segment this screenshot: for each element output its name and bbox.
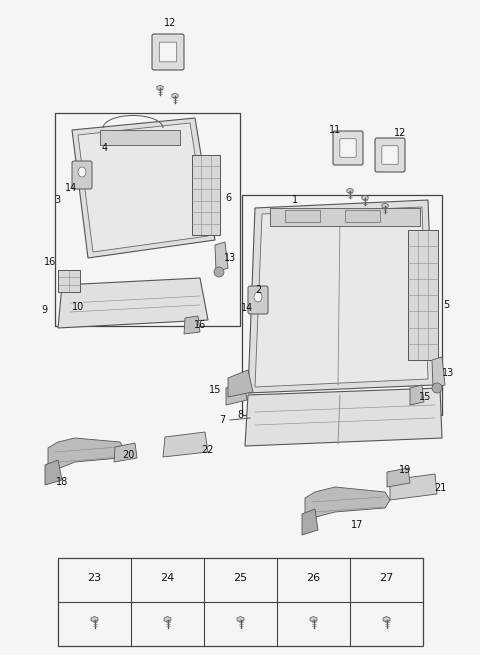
Polygon shape (163, 432, 208, 457)
Polygon shape (237, 616, 244, 622)
Polygon shape (410, 385, 424, 405)
Text: 12: 12 (394, 128, 406, 138)
Polygon shape (45, 460, 62, 485)
Circle shape (432, 383, 442, 393)
Polygon shape (78, 123, 208, 252)
Text: 10: 10 (72, 302, 84, 312)
Text: 16: 16 (194, 320, 206, 330)
Text: 13: 13 (442, 368, 454, 378)
Polygon shape (58, 278, 208, 328)
Bar (100, 130, 180, 145)
Text: 2: 2 (255, 285, 261, 295)
Bar (270, 208, 420, 226)
Polygon shape (72, 118, 215, 258)
Polygon shape (172, 93, 178, 98)
Text: 4: 4 (102, 143, 108, 153)
Text: 1: 1 (292, 195, 298, 205)
Bar (58, 270, 80, 292)
Text: 14: 14 (65, 183, 77, 193)
Text: 14: 14 (241, 303, 253, 313)
Bar (408, 230, 438, 360)
Text: 19: 19 (399, 465, 411, 475)
FancyBboxPatch shape (382, 146, 398, 164)
FancyBboxPatch shape (72, 161, 92, 189)
FancyBboxPatch shape (375, 138, 405, 172)
Polygon shape (184, 316, 200, 334)
Polygon shape (245, 388, 442, 446)
Ellipse shape (254, 292, 262, 302)
Polygon shape (215, 242, 228, 272)
Text: 8: 8 (237, 410, 243, 420)
Polygon shape (362, 195, 368, 200)
Text: 9: 9 (41, 305, 47, 315)
Polygon shape (310, 616, 317, 622)
Bar (285, 210, 320, 222)
Text: 26: 26 (306, 573, 321, 583)
FancyBboxPatch shape (159, 42, 177, 62)
Ellipse shape (78, 167, 86, 177)
Polygon shape (432, 357, 445, 388)
Bar (58, 558, 423, 646)
Text: 5: 5 (443, 300, 449, 310)
Bar (242, 195, 442, 415)
Polygon shape (248, 200, 435, 393)
Polygon shape (114, 443, 137, 462)
Text: 21: 21 (434, 483, 446, 493)
Bar (192, 155, 220, 235)
Text: 12: 12 (164, 18, 176, 28)
FancyBboxPatch shape (248, 286, 268, 314)
Text: 15: 15 (209, 385, 221, 395)
Polygon shape (387, 468, 410, 487)
Text: 17: 17 (351, 520, 363, 530)
Text: 25: 25 (233, 573, 248, 583)
Bar (345, 210, 380, 222)
Text: 7: 7 (219, 415, 225, 425)
Text: 6: 6 (225, 193, 231, 203)
Text: 18: 18 (56, 477, 68, 487)
Polygon shape (48, 438, 125, 478)
Text: 16: 16 (44, 257, 56, 267)
Text: 20: 20 (122, 450, 134, 460)
Text: 11: 11 (329, 125, 341, 135)
Polygon shape (347, 188, 353, 193)
Bar (55, 113, 240, 326)
Polygon shape (255, 207, 428, 387)
Polygon shape (383, 616, 390, 622)
Polygon shape (382, 203, 388, 208)
Polygon shape (91, 616, 98, 622)
Text: 23: 23 (87, 573, 102, 583)
FancyBboxPatch shape (340, 139, 356, 157)
Polygon shape (302, 509, 318, 535)
Text: 22: 22 (202, 445, 214, 455)
Polygon shape (226, 382, 247, 405)
Text: 24: 24 (160, 573, 175, 583)
Polygon shape (157, 85, 163, 90)
Polygon shape (305, 487, 390, 525)
Text: 27: 27 (379, 573, 394, 583)
Circle shape (214, 267, 224, 277)
Polygon shape (228, 370, 253, 397)
Text: 3: 3 (54, 195, 60, 205)
Text: 15: 15 (419, 392, 431, 402)
FancyBboxPatch shape (333, 131, 363, 165)
Polygon shape (164, 616, 171, 622)
Polygon shape (390, 474, 437, 500)
FancyBboxPatch shape (152, 34, 184, 70)
Text: 13: 13 (224, 253, 236, 263)
